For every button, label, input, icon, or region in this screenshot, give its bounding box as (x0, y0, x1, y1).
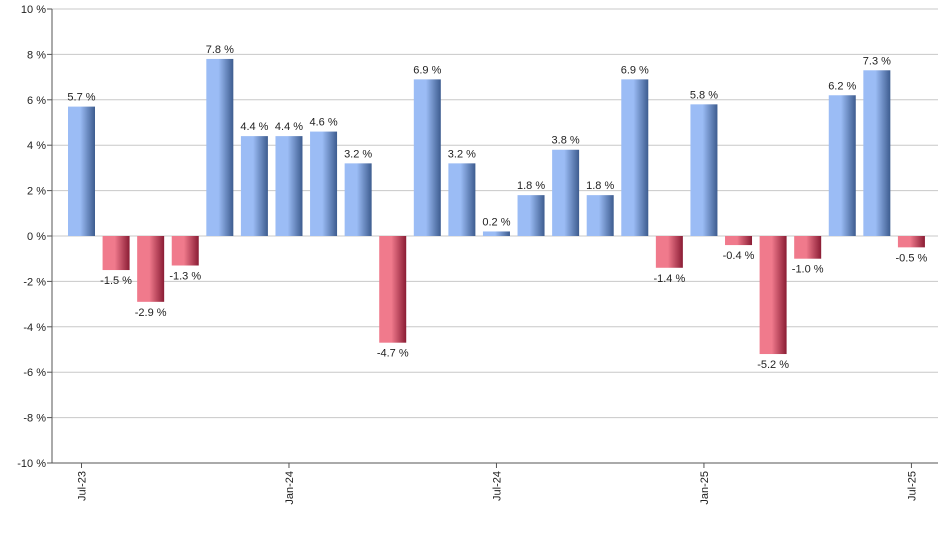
bar (621, 79, 649, 237)
data-label: 3.2 % (448, 148, 476, 160)
y-tick-label: 2 % (27, 186, 46, 198)
data-label: 4.4 % (240, 121, 268, 133)
bar (828, 95, 856, 236)
bar (413, 79, 441, 237)
bar (655, 236, 683, 268)
bar (863, 70, 891, 236)
x-axis-ticks: Jul-23 Jan-24 Jul-24 Jan-25 Jul-25 (77, 463, 918, 505)
data-label: -0.5 % (896, 252, 928, 264)
data-label: 4.6 % (309, 117, 337, 129)
axes (51, 9, 938, 464)
x-tick-label: Jan-24 (284, 471, 296, 505)
bar (690, 104, 718, 236)
data-label: 6.9 % (413, 64, 441, 76)
bar (310, 131, 338, 236)
data-label: 3.2 % (344, 148, 372, 160)
y-tick-label: 8 % (27, 49, 46, 61)
bar (759, 236, 787, 355)
y-tick-label: -8 % (23, 413, 46, 425)
data-label: 0.2 % (482, 216, 510, 228)
data-label: -5.2 % (757, 359, 789, 371)
data-label: -2.9 % (135, 307, 167, 319)
y-tick-label: -10 % (17, 458, 46, 470)
data-label: -1.0 % (792, 264, 824, 276)
bar (137, 236, 165, 302)
data-label: 5.8 % (690, 89, 718, 101)
y-tick-label: -2 % (23, 276, 46, 288)
bars (68, 58, 925, 355)
x-tick-label: Jul-24 (491, 471, 503, 501)
bar (552, 149, 580, 236)
bar (344, 163, 372, 236)
data-label: -1.4 % (653, 273, 685, 285)
bar (517, 195, 545, 236)
data-label: -1.5 % (100, 275, 132, 287)
data-label: 1.8 % (586, 180, 614, 192)
data-label: 4.4 % (275, 121, 303, 133)
bar (102, 236, 130, 271)
data-labels: 5.7 % -1.5 % -2.9 % -1.3 % 7.8 % 4.4 % 4.4 % 4.… (67, 44, 927, 371)
y-tick-label: -4 % (23, 322, 46, 334)
data-label: 6.2 % (828, 80, 856, 92)
bar (240, 136, 268, 236)
bar (206, 58, 234, 236)
y-tick-label: 4 % (27, 140, 46, 152)
bar (482, 231, 510, 236)
bar (586, 195, 614, 236)
y-tick-label: 0 % (27, 231, 46, 243)
data-label: 1.8 % (517, 180, 545, 192)
y-tick-label: 6 % (27, 95, 46, 107)
data-label: -4.7 % (377, 348, 409, 360)
data-label: 6.9 % (621, 64, 649, 76)
bar (794, 236, 822, 259)
data-label: 7.8 % (206, 44, 234, 56)
y-tick-label: 10 % (21, 4, 46, 16)
data-label: 7.3 % (863, 55, 891, 67)
bar (379, 236, 407, 343)
y-axis-ticks: 10 % 8 % 6 % 4 % 2 % 0 % -2 % -4 % -6 % -8 % -10 % (17, 4, 52, 470)
bar (68, 106, 95, 236)
y-tick-label: -6 % (23, 367, 46, 379)
bar (275, 136, 303, 236)
data-label: 5.7 % (67, 92, 95, 104)
x-tick-label: Jan-25 (699, 471, 711, 505)
data-label: -0.4 % (723, 250, 755, 262)
data-label: 3.8 % (552, 135, 580, 147)
data-label: -1.3 % (169, 271, 201, 283)
bar (171, 236, 199, 266)
x-tick-label: Jul-25 (906, 471, 918, 501)
bar (725, 236, 753, 246)
bar (897, 236, 925, 248)
bar (448, 163, 476, 236)
x-tick-label: Jul-23 (77, 471, 89, 501)
